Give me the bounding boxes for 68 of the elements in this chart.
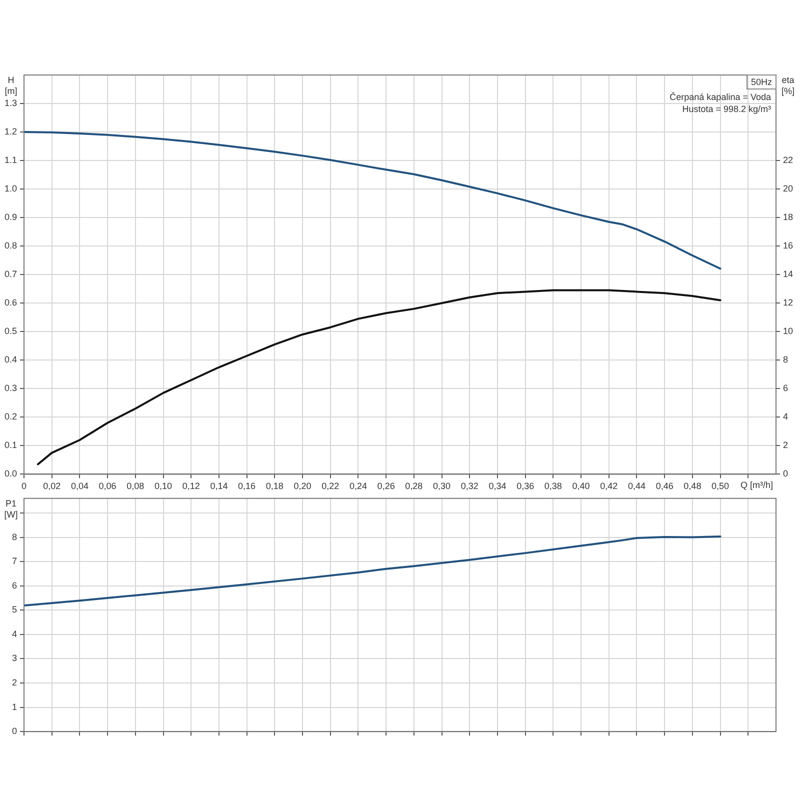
y2-tick-label: 0 [783,468,788,479]
y-tick-label: 1.1 [4,155,17,166]
x-tick-label: 0,38 [544,481,562,492]
y-tick-label: 0.1 [4,440,17,450]
annotation: 50Hz [750,76,772,87]
y-tick-label: 1.0 [4,184,17,194]
x-tick-label: 0,24 [349,481,367,492]
y2-tick-label: 18 [783,212,794,222]
x-tick-label: 0,28 [405,481,423,492]
y-axis-title: H [m] [4,74,18,96]
y2-tick-label: 8 [783,354,788,365]
y-tick-label: 0.4 [4,354,17,365]
x-tick-label: 0 [21,481,27,492]
y-tick-label: 8 [12,532,17,542]
y-tick-label: 0.3 [4,383,17,394]
x-tick-label: 0,06 [98,481,116,492]
x-tick-label: 0,18 [266,481,284,492]
x-tick-label: 0,32 [460,481,478,492]
x-tick-label: 0,16 [238,481,256,492]
y2-tick-label: 14 [783,269,794,280]
x-tick-label: 0,46 [656,481,674,492]
y-tick-label: 4 [12,628,17,639]
annotation: Hustota = 998.2 kg/m³ [682,104,771,114]
y2-tick-label: 2 [783,440,788,450]
x-axis-title: Q [m³/h] [740,480,773,490]
y-tick-label: 1.3 [4,98,17,108]
y-tick-label: 0.5 [4,326,17,336]
y-tick-label: 0.8 [4,240,17,251]
x-tick-label: 0,42 [600,481,618,492]
x-tick-label: 0,04 [70,481,88,492]
y2-tick-label: 20 [783,184,794,194]
y2-tick-label: 16 [783,240,794,251]
x-tick-label: 0,44 [628,481,646,492]
x-tick-label: 0,22 [322,481,340,492]
y-tick-label: 6 [12,580,17,590]
y2-tick-label: 10 [783,326,794,336]
x-tick-label: 0,50 [712,481,730,492]
y2-tick-label: 12 [783,298,794,308]
x-tick-label: 0,14 [210,481,228,492]
y-tick-label: 0.2 [4,412,17,422]
x-tick-label: 0,10 [154,481,172,492]
x-tick-label: 0,08 [126,481,144,492]
y-tick-label: 7 [12,556,17,566]
x-tick-label: 0,02 [43,481,61,492]
x-tick-label: 0,36 [516,481,534,492]
y-tick-label: 1.2 [4,126,17,137]
x-tick-label: 0,30 [433,481,451,492]
y-tick-label: 0.7 [4,269,17,280]
y2-tick-label: 4 [783,412,788,422]
x-tick-label: 0,12 [182,481,200,492]
x-tick-label: 0,34 [488,481,506,492]
y2-tick-label: 6 [783,383,788,394]
y-tick-label: 0.9 [4,212,17,222]
y-tick-label: 0.6 [4,298,17,308]
y-tick-label: 0.0 [4,468,17,479]
y-tick-label: 1 [12,702,17,712]
x-tick-label: 0,20 [294,481,312,492]
y2-tick-label: 22 [783,155,794,166]
x-tick-label: 0,26 [377,481,395,492]
y-tick-label: 5 [12,604,17,615]
y-tick-label: 0 [12,726,17,736]
y-axis-title: P1 [W] [4,498,18,520]
y-tick-label: 3 [12,653,17,664]
y-tick-label: 2 [12,678,17,688]
annotation: Čerpaná kapalina = Voda [670,92,771,102]
y2-axis-title: eta [%] [781,74,795,96]
x-tick-label: 0,48 [684,481,702,492]
x-tick-label: 0,40 [572,481,590,492]
